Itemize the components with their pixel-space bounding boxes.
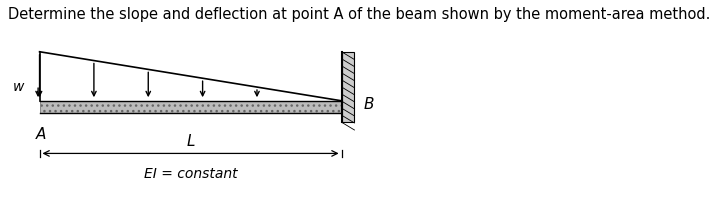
Text: A: A xyxy=(36,127,46,142)
Text: Determine the slope and deflection at point A of the beam shown by the moment-ar: Determine the slope and deflection at po… xyxy=(9,7,710,22)
Text: EI = constant: EI = constant xyxy=(144,167,237,181)
Polygon shape xyxy=(40,101,342,113)
Text: L: L xyxy=(186,134,195,149)
Polygon shape xyxy=(342,52,354,122)
Text: B: B xyxy=(363,97,374,112)
Text: w: w xyxy=(12,81,24,94)
